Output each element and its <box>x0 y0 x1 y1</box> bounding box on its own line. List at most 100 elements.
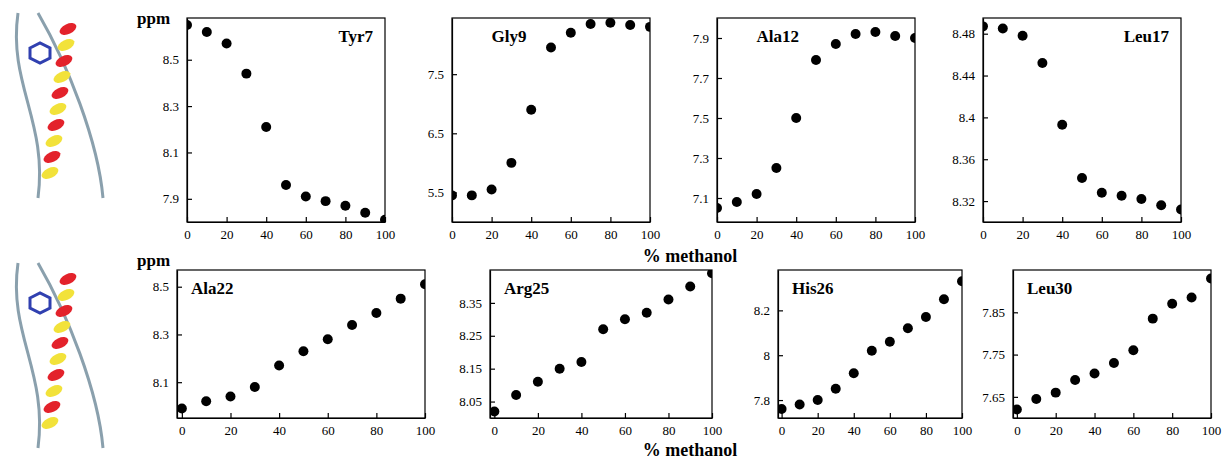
tick: 8.3 <box>153 327 182 342</box>
point <box>1051 388 1061 398</box>
figure: ppm% methanolppm% methanol0204060801007.… <box>0 0 1228 464</box>
point <box>1156 200 1166 210</box>
point <box>645 22 650 32</box>
point <box>605 18 615 28</box>
tick: 7.5 <box>693 111 722 126</box>
x-axis-title: % methanol <box>643 246 738 266</box>
tick-mark <box>854 413 855 418</box>
tick-label: 100 <box>906 227 926 242</box>
axis-line <box>491 418 713 419</box>
y-axis: 7.657.757.85 <box>982 271 1018 419</box>
tick-label: 60 <box>300 227 313 242</box>
tick: 80 <box>1166 413 1179 438</box>
points <box>983 21 1181 214</box>
plot-frame <box>717 18 915 222</box>
tick: 0 <box>779 413 786 438</box>
point <box>642 308 652 318</box>
plot-frame <box>983 18 1181 222</box>
tick-label: 0 <box>449 227 456 242</box>
tick-label: 20 <box>1017 227 1030 242</box>
tick: 7.75 <box>982 347 1018 362</box>
tick-label: 40 <box>1056 227 1069 242</box>
points <box>177 279 425 413</box>
tick: 8.05 <box>459 394 495 409</box>
point <box>957 276 962 286</box>
helix-turn <box>46 367 67 384</box>
point <box>546 43 556 53</box>
tick-label: 60 <box>1127 423 1140 438</box>
point <box>921 312 931 322</box>
tick: 60 <box>619 413 632 438</box>
tick-label: 80 <box>604 227 617 242</box>
tick-mark <box>1013 397 1018 398</box>
point <box>177 403 187 413</box>
tick-label: 80 <box>1166 423 1179 438</box>
point <box>274 361 284 371</box>
axis-line <box>178 418 426 419</box>
tick-mark <box>581 413 582 418</box>
tick-label: 8.5 <box>163 52 179 67</box>
point <box>813 395 823 405</box>
tick: 40 <box>1089 413 1102 438</box>
tick-mark <box>425 413 426 418</box>
tick-mark <box>1102 217 1103 222</box>
point <box>1077 173 1087 183</box>
tick-mark <box>376 413 377 418</box>
x-axis: 020406080100 <box>1014 413 1222 438</box>
tick-mark <box>328 413 329 418</box>
tick: 60 <box>830 217 843 242</box>
point <box>281 180 291 190</box>
x-axis: 020406080100 <box>714 217 925 242</box>
tick: 60 <box>1096 217 1109 242</box>
axis-line <box>1013 271 1014 419</box>
helix-turn <box>50 335 71 352</box>
point <box>625 20 635 30</box>
tick-mark <box>983 117 988 118</box>
tick-label: 20 <box>532 423 545 438</box>
point <box>867 346 877 356</box>
tick-label: 8.15 <box>459 361 482 376</box>
tick-label: 80 <box>662 423 675 438</box>
panel-title: Ala22 <box>191 279 234 298</box>
tick-mark <box>345 217 346 222</box>
point <box>298 346 308 356</box>
tick: 8.35 <box>459 296 495 311</box>
tick: 8.5 <box>163 52 192 67</box>
point <box>301 192 311 202</box>
panel-title: Arg25 <box>504 279 549 298</box>
point <box>1136 194 1146 204</box>
tick-label: 80 <box>1135 227 1148 242</box>
tick-label: 0 <box>184 227 191 242</box>
point <box>347 320 357 330</box>
tick-label: 100 <box>641 227 661 242</box>
point <box>250 382 260 392</box>
tick-label: 100 <box>416 423 436 438</box>
tick-label: 7.3 <box>693 151 709 166</box>
tick-label: 100 <box>1202 423 1222 438</box>
x-axis: 020406080100 <box>184 217 395 242</box>
point <box>506 158 516 168</box>
helix-turn <box>40 415 61 432</box>
tick-mark <box>177 334 182 335</box>
point <box>910 33 915 43</box>
panel-title: Ala12 <box>757 27 800 46</box>
tick-label: 8 <box>764 348 771 363</box>
point <box>526 105 536 115</box>
tick-label: 80 <box>920 423 933 438</box>
tick: 7.5 <box>428 67 457 82</box>
tick-label: 7.9 <box>163 191 179 206</box>
tick-label: 60 <box>619 423 632 438</box>
loop <box>16 263 103 448</box>
y-axis: 8.328.368.48.448.48 <box>952 19 988 223</box>
tick-label: 0 <box>1014 423 1021 438</box>
panel: 0204060801007.888.2His26 <box>754 270 973 438</box>
tick-mark <box>983 75 988 76</box>
tick-mark <box>983 34 988 35</box>
tick-label: 100 <box>1172 227 1192 242</box>
structure-cartoon <box>16 13 103 198</box>
tick-mark <box>1181 217 1182 222</box>
axis-line <box>177 271 178 419</box>
point <box>795 400 805 410</box>
tick: 60 <box>565 217 578 242</box>
tick: 40 <box>273 413 286 438</box>
